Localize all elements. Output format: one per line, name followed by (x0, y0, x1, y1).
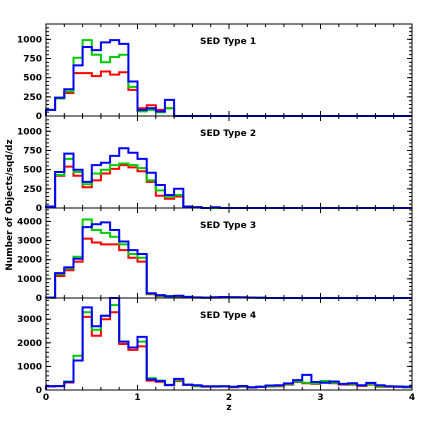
panel-2: 0 250 500 750 1000 SED Type 2 (17, 115, 413, 214)
y-tick-label: 0 (36, 386, 42, 396)
y-tick-label: 0 (36, 112, 42, 122)
x-tick-label: 2 (226, 393, 232, 403)
y-tick-label: 1000 (17, 127, 42, 137)
panel-title: SED Type 4 (200, 311, 256, 321)
panel-4: 0 1000 2000 3000 SED Type 4 (17, 297, 413, 396)
x-tick-label: 1 (134, 393, 140, 403)
histogram-series-red (45, 237, 412, 299)
panel-title: SED Type 3 (200, 221, 256, 231)
x-tick-label: 3 (317, 393, 323, 403)
y-tick-label: 750 (23, 55, 42, 65)
y-tick-label: 1000 (17, 362, 42, 372)
x-axis-title: z (226, 403, 231, 413)
y-tick-label: 750 (23, 147, 42, 157)
y-tick-label: 2000 (17, 256, 42, 266)
panel-title: SED Type 2 (200, 129, 256, 139)
y-axis-title: Number of Objects/sqd/dz (5, 139, 15, 270)
histogram-series-green (45, 218, 412, 299)
x-tick-label: 0 (43, 393, 49, 403)
y-tick-label: 1000 (17, 275, 42, 285)
y-tick-label: 3000 (17, 237, 42, 247)
panel-title: SED Type 1 (200, 37, 256, 47)
y-tick-label: 250 (23, 93, 42, 103)
y-tick-label: 0 (36, 204, 42, 214)
y-tick-label: 500 (23, 166, 42, 176)
histogram-series-green (45, 157, 412, 209)
panel-1: 0 250 500 750 1000 SED Type 1 (17, 23, 413, 122)
x-tick-label: 4 (409, 393, 415, 403)
histogram-series-red (45, 70, 412, 117)
histogram-series-green (45, 39, 412, 117)
histogram-series-blue (45, 39, 412, 117)
y-tick-label: 500 (23, 74, 42, 84)
y-tick-label: 2000 (17, 339, 42, 349)
y-tick-label: 1000 (17, 35, 42, 45)
y-tick-label: 0 (36, 294, 42, 304)
y-tick-label: 4000 (17, 217, 42, 227)
y-tick-label: 250 (23, 185, 42, 195)
panel-3: 0 1000 2000 3000 4000 SED Type 3 (17, 207, 413, 304)
y-tick-label: 3000 (17, 315, 42, 325)
